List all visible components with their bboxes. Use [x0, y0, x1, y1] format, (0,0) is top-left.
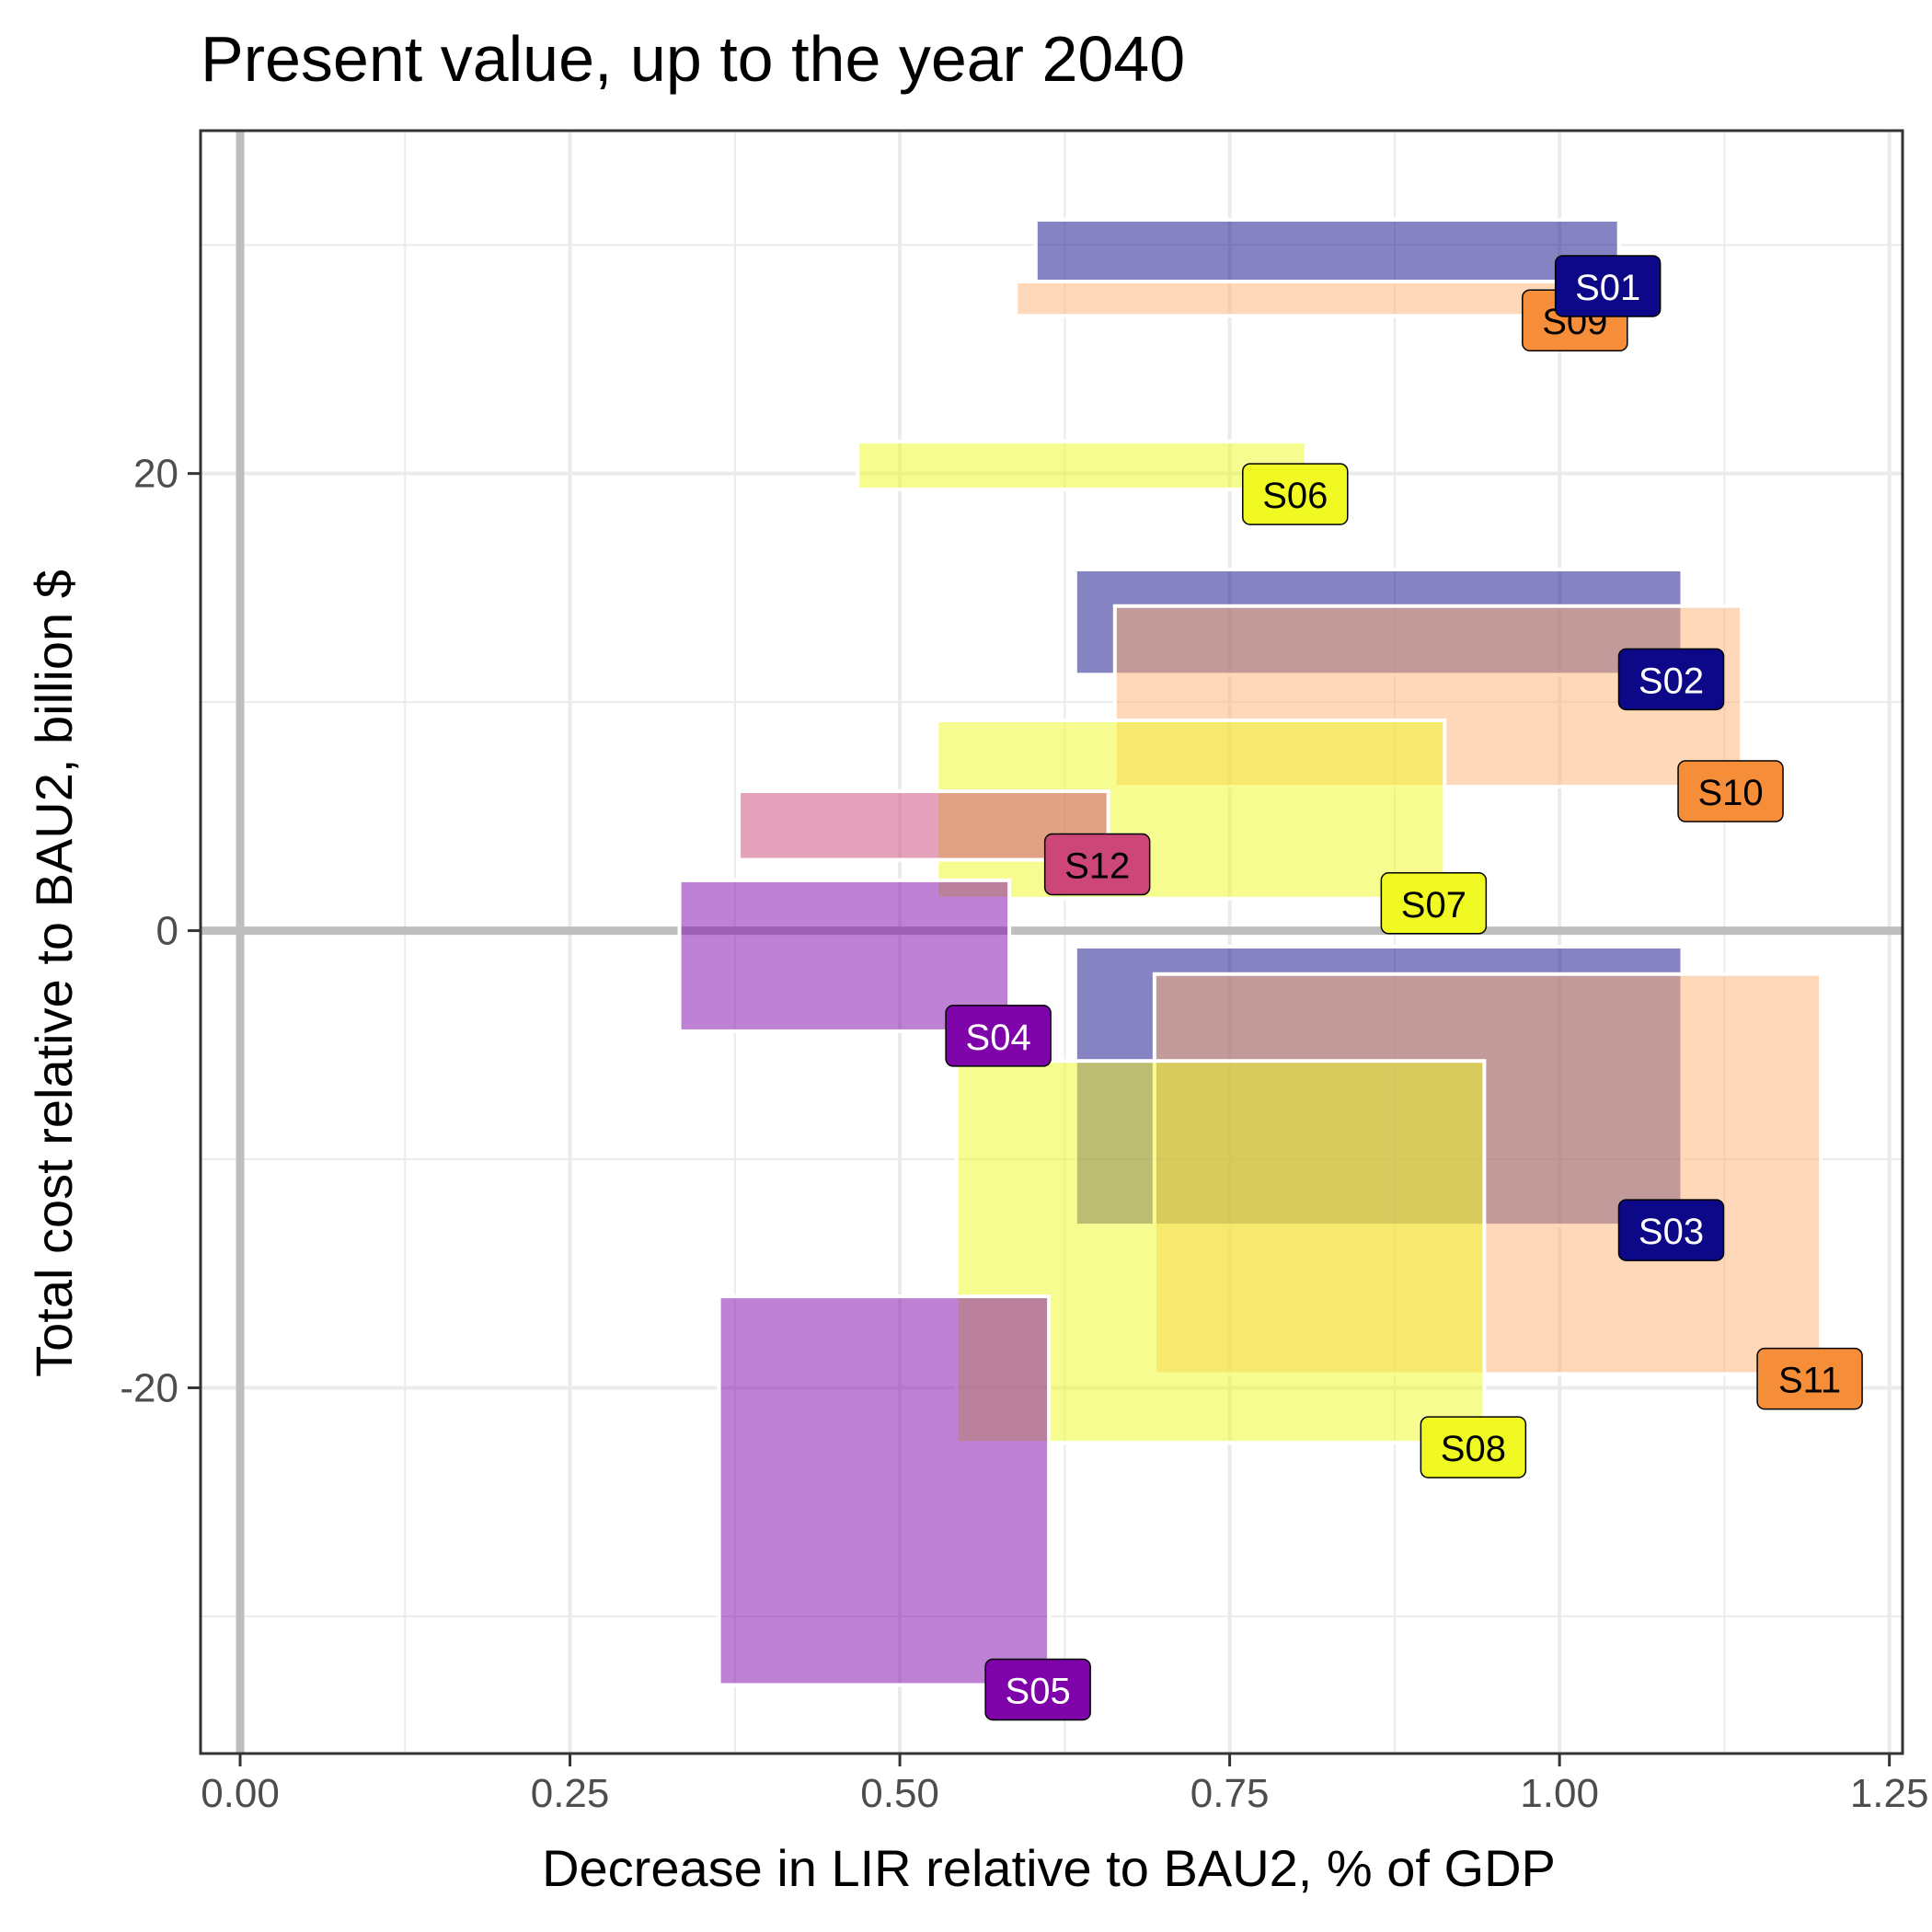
plot-panel-background: [201, 131, 1903, 1754]
rect-s01: [1033, 217, 1621, 283]
reference-lines: [201, 131, 1903, 1754]
label-s02: S02: [1617, 648, 1725, 711]
label-text: S12: [1064, 846, 1130, 887]
data-rectangles: [677, 217, 1823, 1687]
label-text: S03: [1639, 1212, 1704, 1252]
label-box: [1677, 760, 1784, 822]
x-tick-label: 0.50: [860, 1771, 939, 1816]
x-tick-label: 0.25: [531, 1771, 610, 1816]
label-box: [1617, 1199, 1725, 1261]
panel-background: [201, 131, 1903, 1754]
x-tick-label: 1.00: [1520, 1771, 1599, 1816]
rect-s05: [717, 1294, 1052, 1687]
y-tick-label: -20: [120, 1365, 178, 1410]
x-tick-label: 0.00: [201, 1771, 280, 1816]
y-axis-title: Total cost relative to BAU2, billion $: [25, 569, 83, 1377]
y-tick-label: 0: [156, 909, 178, 954]
panel-border: [199, 129, 1904, 1755]
x-tick-label: 1.25: [1850, 1771, 1929, 1816]
label-box: [1420, 1416, 1527, 1478]
label-text: S05: [1006, 1671, 1071, 1711]
plot-panel-border: [199, 129, 1904, 1755]
label-s10: S10: [1677, 760, 1784, 822]
label-text: S01: [1575, 268, 1640, 308]
x-axis-title: Decrease in LIR relative to BAU2, % of G…: [542, 1839, 1556, 1897]
label-s12: S12: [1043, 833, 1151, 896]
label-text: S07: [1401, 885, 1466, 926]
label-text: S06: [1262, 476, 1328, 516]
label-s06: S06: [1242, 463, 1349, 525]
x-tick-label: 0.75: [1190, 1771, 1270, 1816]
label-text: S11: [1778, 1361, 1841, 1401]
label-box: [1380, 872, 1488, 935]
label-s04: S04: [945, 1005, 1052, 1067]
chart-title: Present value, up to the year 2040: [201, 23, 1185, 95]
label-text: S10: [1697, 773, 1763, 813]
label-s05: S05: [984, 1658, 1091, 1721]
rect-s06: [856, 439, 1308, 492]
label-box: [945, 1005, 1052, 1067]
rect-s12: [737, 789, 1110, 862]
label-text: S02: [1639, 661, 1704, 701]
label-s07: S07: [1380, 872, 1488, 935]
label-s01: S01: [1554, 255, 1662, 317]
label-box: [1617, 648, 1725, 711]
label-box: [1756, 1347, 1863, 1410]
rect-s09: [1014, 279, 1588, 318]
label-text: S08: [1441, 1429, 1506, 1469]
label-box: [984, 1658, 1091, 1721]
label-box: [1554, 255, 1662, 317]
y-tick-label: 20: [133, 452, 178, 497]
y-axis: -20 0 20: [120, 452, 201, 1410]
label-box: [1043, 833, 1151, 896]
label-text: S04: [966, 1018, 1031, 1058]
x-axis: 0.00 0.25 0.50 0.75 1.00 1.25: [201, 1754, 1928, 1816]
label-s08: S08: [1420, 1416, 1527, 1478]
label-s11: S11: [1756, 1347, 1863, 1410]
label-s03: S03: [1617, 1199, 1725, 1261]
label-box: [1242, 463, 1349, 525]
